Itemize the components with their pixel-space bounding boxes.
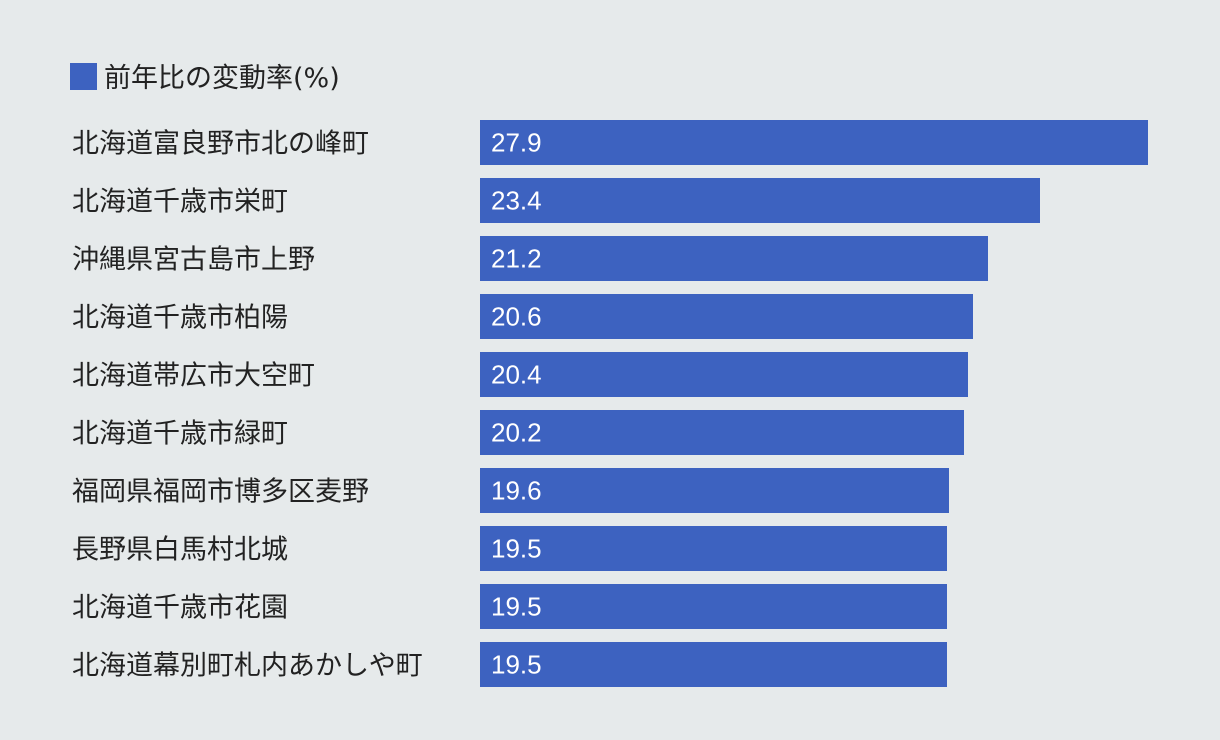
category-label-2: 北海道千歳市栄町: [72, 187, 288, 218]
bar-5: [480, 352, 968, 397]
bar-7: [480, 468, 949, 513]
value-label-5: 20.4: [491, 360, 542, 390]
category-label-7: 福岡県福岡市博多区麦野: [72, 477, 369, 508]
value-label-7: 19.6: [491, 476, 542, 506]
value-label-2: 23.4: [491, 186, 542, 216]
value-label-4: 20.6: [491, 302, 542, 332]
bar-4: [480, 294, 973, 339]
category-label-1: 北海道富良野市北の峰町: [72, 129, 369, 160]
legend: 前年比の変動率(%): [70, 63, 340, 94]
bar-3: [480, 236, 988, 281]
value-label-3: 21.2: [491, 244, 542, 274]
bar-9: [480, 584, 947, 629]
value-label-9: 19.5: [491, 592, 542, 622]
bar-1: [480, 120, 1148, 165]
category-label-6: 北海道千歳市緑町: [72, 419, 288, 450]
bar-8: [480, 526, 947, 571]
value-labels: 27.9 23.4 21.2 20.6 20.4 20.2 19.6 19.5 19.5 19.5: [491, 128, 542, 680]
category-label-10: 北海道幕別町札内あかしや町: [72, 651, 423, 682]
bars-group: [480, 120, 1148, 687]
value-label-1: 27.9: [491, 128, 542, 158]
bar-6: [480, 410, 964, 455]
bar-10: [480, 642, 947, 687]
value-label-6: 20.2: [491, 418, 542, 448]
legend-swatch: [70, 63, 97, 90]
bar-2: [480, 178, 1040, 223]
category-label-9: 北海道千歳市花園: [72, 593, 288, 624]
category-label-4: 北海道千歳市柏陽: [72, 303, 288, 334]
legend-label: 前年比の変動率(%): [104, 63, 340, 94]
value-label-10: 19.5: [491, 650, 542, 680]
category-label-8: 長野県白馬村北城: [72, 535, 288, 566]
category-labels: 北海道富良野市北の峰町北海道千歳市栄町沖縄県宮古島市上野北海道千歳市柏陽北海道帯…: [72, 129, 423, 682]
category-label-3: 沖縄県宮古島市上野: [72, 245, 315, 276]
category-label-5: 北海道帯広市大空町: [72, 361, 315, 392]
value-label-8: 19.5: [491, 534, 542, 564]
